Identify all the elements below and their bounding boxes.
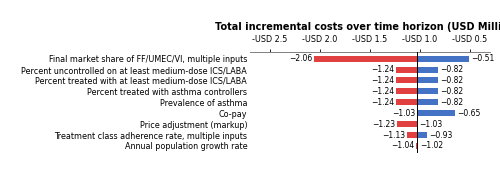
Bar bbox=[396, 67, 417, 73]
Text: −1.02: −1.02 bbox=[420, 142, 443, 150]
Text: −1.04: −1.04 bbox=[391, 142, 414, 150]
Text: −0.82: −0.82 bbox=[440, 76, 463, 85]
Title: Total incremental costs over time horizon (USD Millions): Total incremental costs over time horizo… bbox=[215, 22, 500, 32]
Text: −1.24: −1.24 bbox=[371, 76, 394, 85]
Bar bbox=[396, 99, 417, 105]
Bar bbox=[417, 88, 438, 94]
Bar bbox=[417, 132, 427, 138]
Text: −0.65: −0.65 bbox=[457, 109, 480, 118]
Text: −1.13: −1.13 bbox=[382, 131, 405, 140]
Text: −1.23: −1.23 bbox=[372, 120, 395, 129]
Bar bbox=[396, 88, 417, 94]
Text: −1.24: −1.24 bbox=[371, 98, 394, 107]
Bar bbox=[417, 67, 438, 73]
Bar bbox=[407, 132, 417, 138]
Text: −0.82: −0.82 bbox=[440, 87, 463, 96]
Bar bbox=[416, 143, 417, 149]
Bar bbox=[417, 56, 469, 62]
Text: −1.03: −1.03 bbox=[392, 109, 415, 118]
Text: −1.24: −1.24 bbox=[371, 87, 394, 96]
Bar bbox=[314, 56, 417, 62]
Bar bbox=[396, 77, 417, 84]
Text: −0.93: −0.93 bbox=[429, 131, 452, 140]
Text: −1.24: −1.24 bbox=[371, 65, 394, 74]
Bar bbox=[417, 110, 455, 116]
Text: −0.82: −0.82 bbox=[440, 65, 463, 74]
Text: −0.51: −0.51 bbox=[471, 54, 494, 63]
Bar bbox=[417, 99, 438, 105]
Bar bbox=[397, 121, 417, 127]
Text: −1.03: −1.03 bbox=[419, 120, 442, 129]
Bar bbox=[417, 77, 438, 84]
Text: −2.06: −2.06 bbox=[289, 54, 312, 63]
Bar bbox=[417, 143, 418, 149]
Text: −0.82: −0.82 bbox=[440, 98, 463, 107]
